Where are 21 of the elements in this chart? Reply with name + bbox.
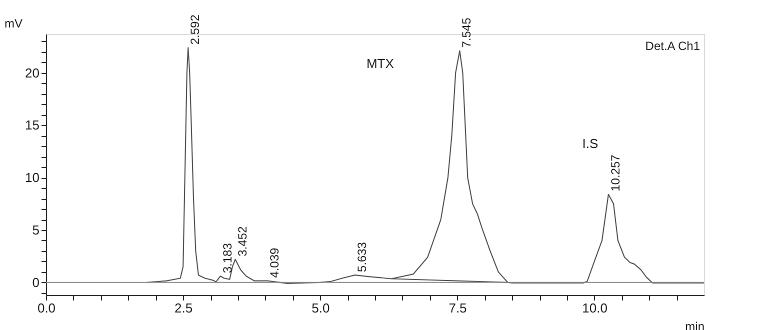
annotation: 3.452 xyxy=(235,226,250,256)
annotation: 2.592 xyxy=(188,14,202,45)
y-tick-label: 15 xyxy=(25,118,40,133)
x-tick-label: 2.5 xyxy=(174,300,193,316)
x-tick-label: 7.5 xyxy=(448,300,467,316)
annotation: Det.A Ch1 xyxy=(645,39,700,53)
y-axis-title: mV xyxy=(4,16,22,30)
x-tick-label: 10.0 xyxy=(582,300,608,316)
y-tick-label: 20 xyxy=(25,65,40,80)
annotation: 3.183 xyxy=(220,242,235,274)
y-tick-label: 5 xyxy=(32,222,40,238)
annotation: I.S xyxy=(582,136,598,151)
y-tick-label: 0 xyxy=(32,274,40,290)
x-tick-label: 5.0 xyxy=(312,300,330,316)
annotation: MTX xyxy=(366,56,394,71)
annotation: 4.039 xyxy=(267,247,282,278)
annotation: 10.257 xyxy=(608,154,622,192)
x-tick-label: 0.0 xyxy=(37,300,56,316)
annotation: 7.545 xyxy=(460,17,474,48)
y-tick-label: 10 xyxy=(25,170,40,186)
annotation: 5.633 xyxy=(354,242,369,272)
